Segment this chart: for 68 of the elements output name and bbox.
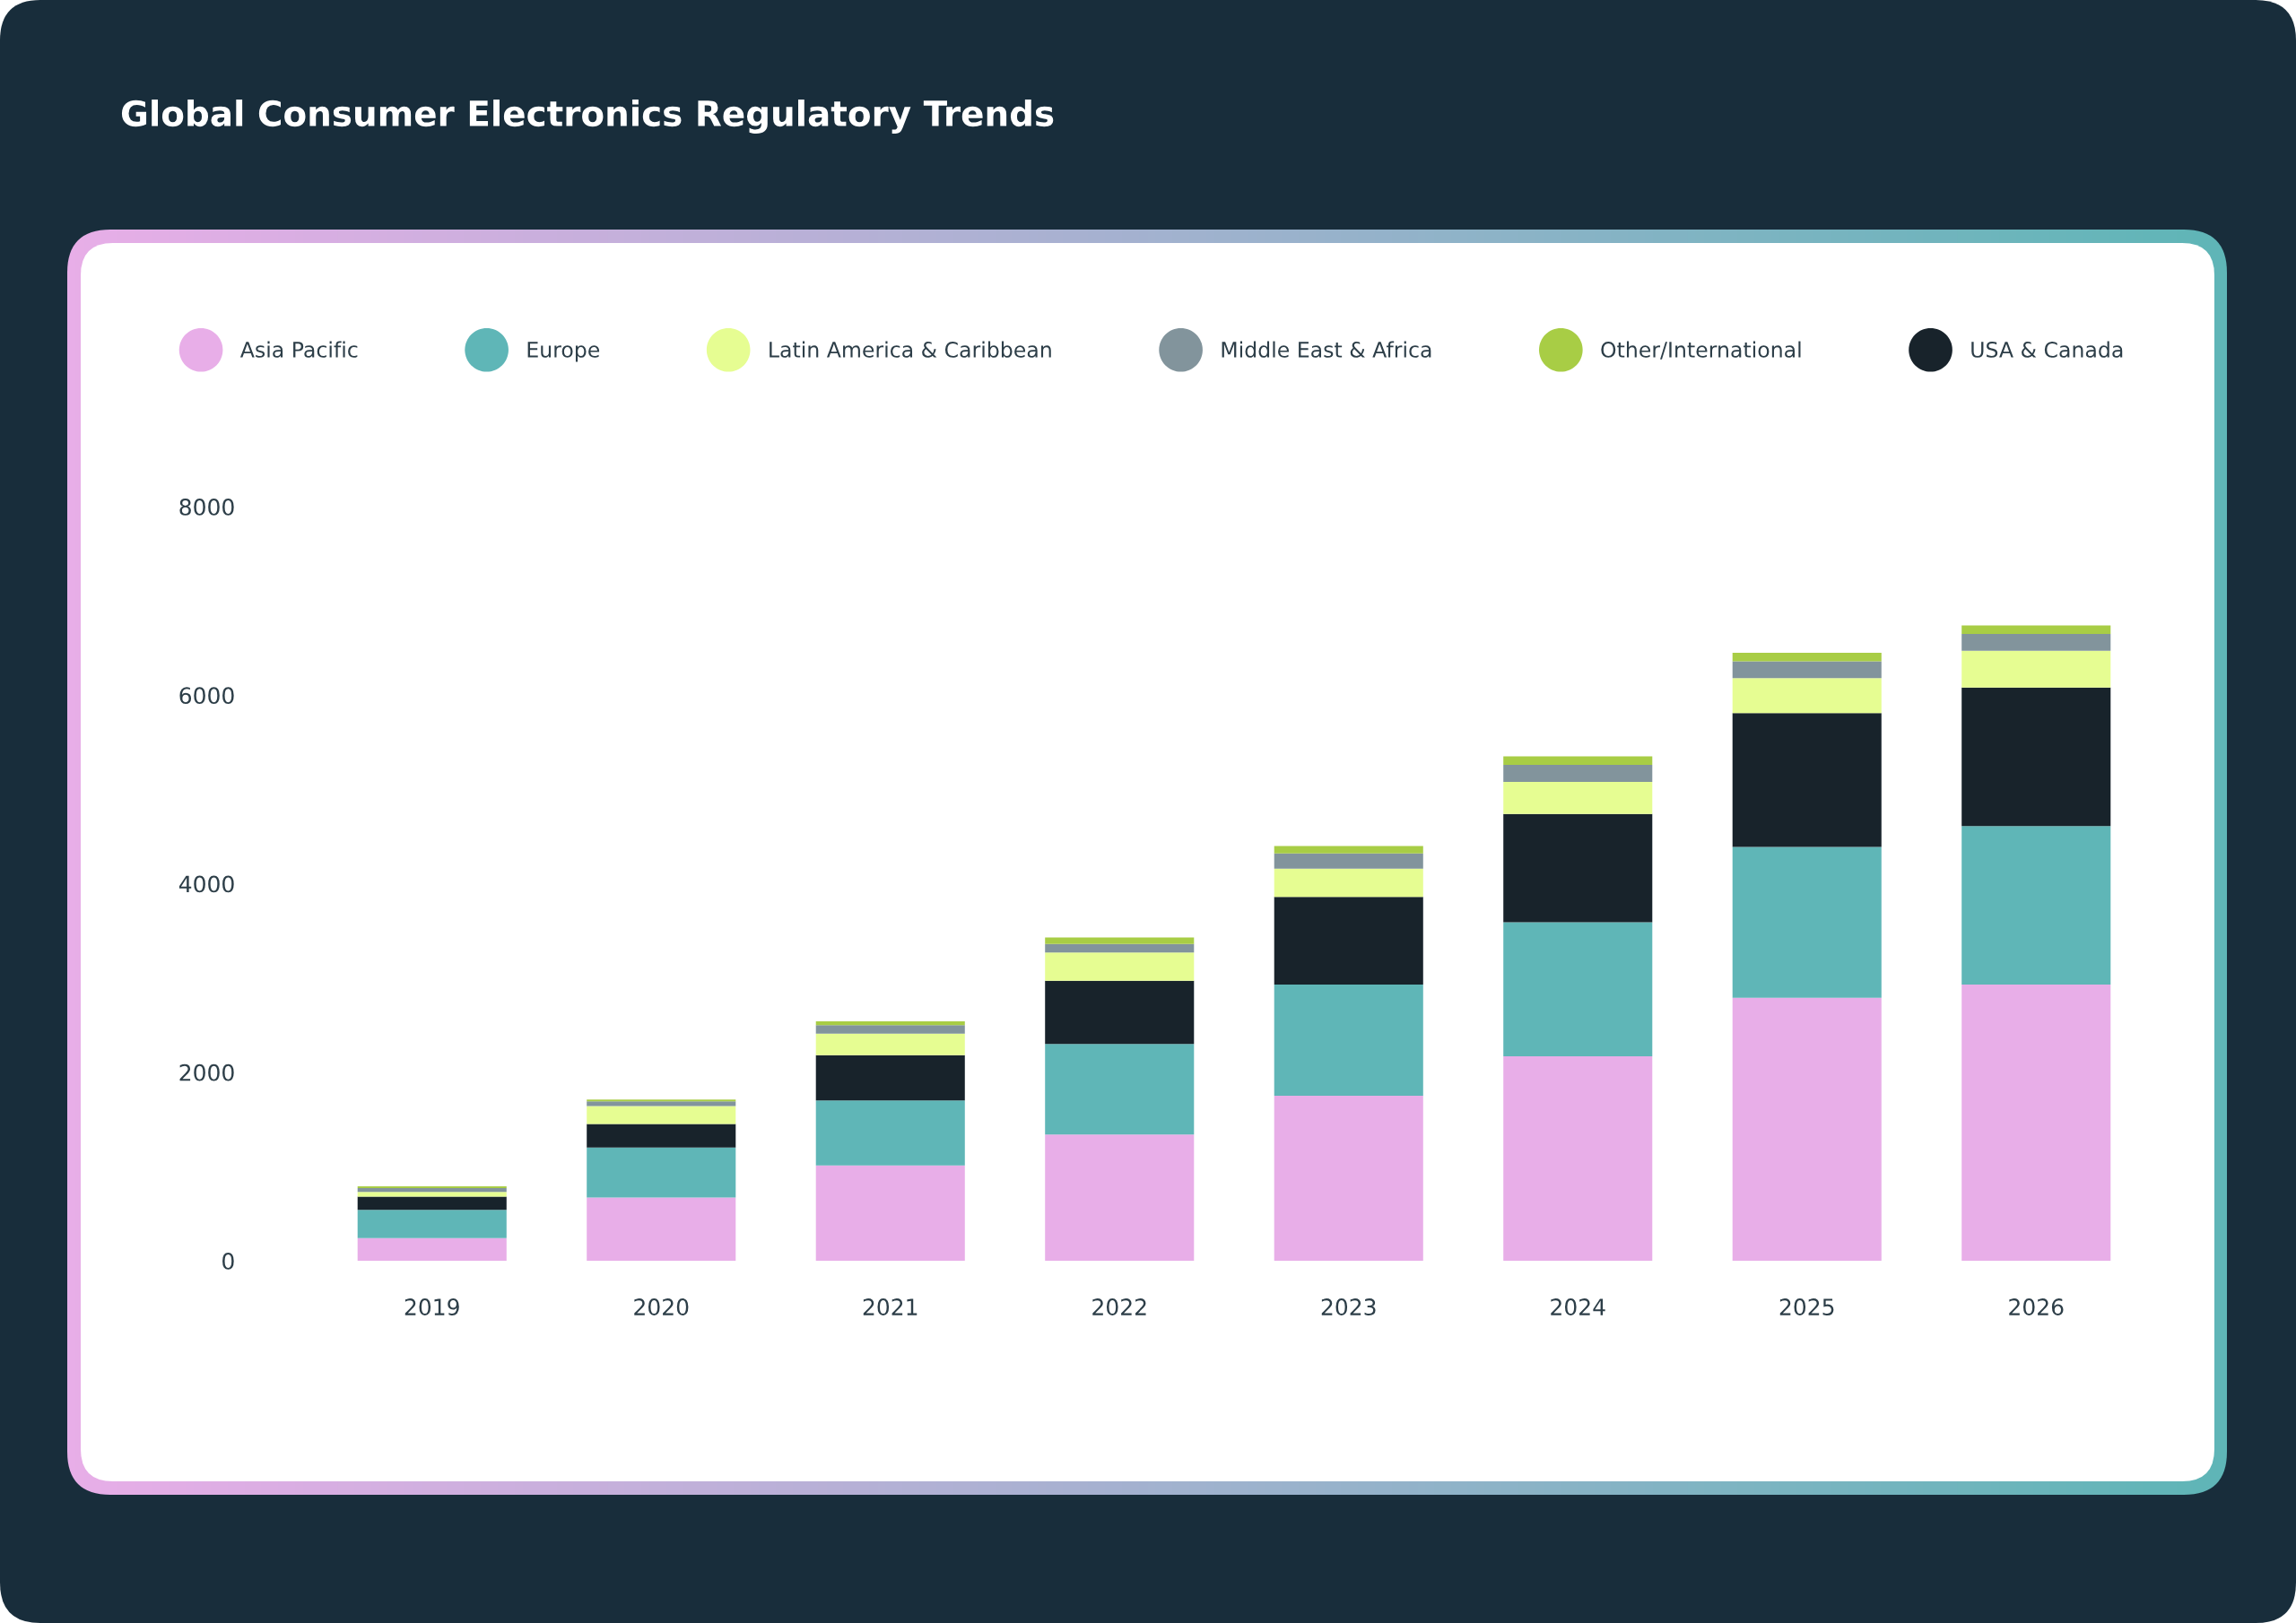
- bar: [587, 1197, 736, 1261]
- bar: [587, 1101, 736, 1107]
- x-tick-label: 2020: [634, 1298, 689, 1316]
- bar: [357, 1185, 507, 1189]
- bar: [1503, 781, 1653, 814]
- x-tick-label: 2026: [2009, 1298, 2064, 1316]
- bar: [1961, 687, 2111, 827]
- bar: [1045, 952, 1195, 981]
- bar: [1961, 625, 2111, 634]
- bar: [815, 1033, 965, 1055]
- bar: [1961, 650, 2111, 688]
- legend-label: USA & Canada: [1971, 341, 2123, 358]
- bar: [587, 1124, 736, 1148]
- bar: [357, 1188, 507, 1193]
- bar: [1045, 1044, 1195, 1135]
- bar: [1045, 980, 1195, 1045]
- bar: [1961, 633, 2111, 651]
- bar: [1045, 1134, 1195, 1261]
- bar: [1732, 661, 1882, 679]
- y-tick-label: 6000: [179, 687, 234, 705]
- bar: [1503, 922, 1653, 1056]
- bar: [1961, 826, 2111, 985]
- x-tick-label: 2021: [863, 1298, 918, 1316]
- legend-label: Other/International: [1601, 341, 1801, 360]
- bar: [1961, 984, 2111, 1261]
- bar: [1274, 868, 1423, 898]
- y-tick-label: 4000: [178, 875, 234, 893]
- bar: [587, 1099, 736, 1102]
- bar: [587, 1147, 736, 1198]
- bar: [815, 1100, 965, 1166]
- bar: [815, 1025, 965, 1034]
- bar: [1503, 756, 1653, 766]
- y-tick-label: 2000: [179, 1063, 234, 1081]
- chart-title: Global Consumer Electronics Regulatory Trends: [121, 100, 1054, 134]
- bar: [357, 1210, 507, 1238]
- bar: [1732, 713, 1882, 847]
- bar: [815, 1165, 965, 1261]
- x-tick-label: 2025: [1779, 1298, 1834, 1316]
- bar: [1503, 813, 1653, 923]
- bar: [1274, 846, 1423, 854]
- bar: [1732, 678, 1882, 714]
- bar: [1503, 1055, 1653, 1261]
- bar: [1274, 1096, 1423, 1261]
- bar: [815, 1055, 965, 1101]
- bar: [357, 1196, 507, 1211]
- bar: [1732, 652, 1882, 662]
- bar: [357, 1192, 507, 1197]
- y-tick-label: 8000: [179, 498, 234, 516]
- bar: [1732, 846, 1882, 998]
- bar: [1274, 853, 1423, 869]
- x-tick-label: 2019: [404, 1298, 459, 1316]
- x-tick-label: 2022: [1092, 1298, 1146, 1316]
- bar: [1045, 943, 1195, 953]
- bar: [815, 1020, 965, 1026]
- bar: [1732, 997, 1882, 1261]
- bar: [1274, 984, 1423, 1097]
- legend-label: Europe: [527, 342, 600, 362]
- bar: [1503, 765, 1653, 782]
- bar: [1274, 897, 1423, 985]
- bar: [587, 1106, 736, 1124]
- legend-label: Latin America & Caribbean: [770, 341, 1051, 358]
- bar: [1045, 937, 1195, 944]
- bar: [357, 1237, 507, 1261]
- y-tick-label: 0: [222, 1252, 234, 1270]
- legend-label: Middle East & Africa: [1222, 341, 1431, 358]
- x-tick-label: 2024: [1551, 1298, 1605, 1316]
- legend-label: Asia Pacific: [239, 341, 358, 358]
- x-tick-label: 2023: [1321, 1298, 1376, 1316]
